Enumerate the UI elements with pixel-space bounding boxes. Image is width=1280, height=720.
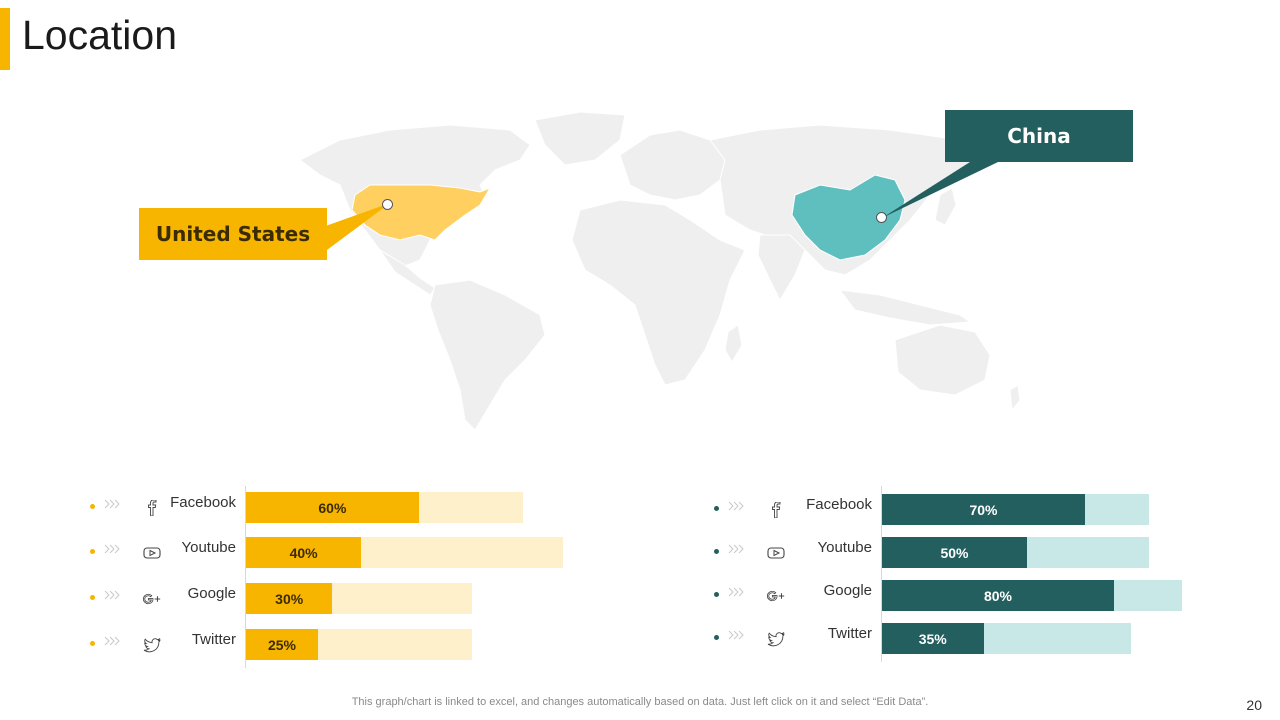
- bullet-dot: [714, 506, 719, 511]
- greenland-landmass: [534, 111, 626, 166]
- china-shape: [791, 174, 906, 261]
- chevrons-icon: [104, 543, 122, 558]
- japan-landmass: [934, 187, 957, 226]
- right-chart-axis: [881, 486, 882, 662]
- bullet-dot: [90, 504, 95, 509]
- bullet-dot: [714, 549, 719, 554]
- stat-label: Google: [187, 585, 236, 602]
- new-zealand-landmass: [1009, 384, 1021, 412]
- india-landmass: [757, 234, 806, 302]
- google-plus-icon: [766, 586, 786, 606]
- bar-fill[interactable]: 50%: [882, 537, 1027, 568]
- chevrons-icon: [104, 589, 122, 604]
- bar-fill[interactable]: 35%: [882, 623, 984, 654]
- youtube-icon: [766, 543, 786, 563]
- china-callout: China: [945, 110, 1133, 162]
- chevrons-icon: [104, 498, 122, 513]
- stat-label: Facebook: [170, 494, 236, 511]
- chevrons-icon: [728, 543, 746, 558]
- chevrons-icon: [104, 635, 122, 650]
- bar-track: 30%: [246, 583, 472, 614]
- us-callout-label: United States: [155, 222, 311, 246]
- twitter-icon: [766, 629, 786, 649]
- bar-track: 40%: [246, 537, 563, 568]
- stat-row-google: Google: [714, 580, 872, 612]
- bar-fill[interactable]: 80%: [882, 580, 1114, 611]
- world-map: [299, 111, 1021, 431]
- bar-track: 80%: [882, 580, 1182, 611]
- south-america-landmass: [429, 279, 546, 431]
- chevrons-icon: [728, 586, 746, 601]
- stat-row-facebook: Facebook: [90, 492, 236, 524]
- google-plus-icon: [142, 589, 162, 609]
- europe-landmass: [619, 129, 726, 201]
- bar-fill[interactable]: 30%: [246, 583, 333, 614]
- stat-row-youtube: Youtube: [90, 537, 236, 569]
- madagascar-landmass: [724, 324, 743, 363]
- bullet-dot: [714, 592, 719, 597]
- stat-label: Facebook: [806, 496, 872, 513]
- stat-row-facebook: Facebook: [714, 494, 872, 526]
- stat-label: Youtube: [181, 539, 236, 556]
- twitter-icon: [142, 635, 162, 655]
- bullet-dot: [90, 595, 95, 600]
- bar-fill[interactable]: 60%: [246, 492, 419, 523]
- central-america-landmass: [379, 249, 436, 296]
- stat-label: Youtube: [817, 539, 872, 556]
- bar-track: 60%: [246, 492, 524, 523]
- stat-row-youtube: Youtube: [714, 537, 872, 569]
- us-location-pin[interactable]: [382, 199, 393, 210]
- chevrons-icon: [728, 629, 746, 644]
- us-callout-pointer: [320, 203, 390, 250]
- united-states-shape: [351, 184, 492, 241]
- stat-row-google: Google: [90, 583, 236, 615]
- us-callout: United States: [139, 208, 327, 260]
- left-chart-axis: [245, 486, 246, 668]
- stat-row-twitter: Twitter: [714, 623, 872, 655]
- footnote: This graph/chart is linked to excel, and…: [351, 696, 929, 708]
- stat-label: Twitter: [191, 631, 236, 648]
- facebook-icon: [766, 500, 786, 520]
- china-callout-pointer: [882, 162, 998, 218]
- bar-fill[interactable]: 70%: [882, 494, 1085, 525]
- bar-track: 35%: [882, 623, 1131, 654]
- australia-landmass: [894, 324, 991, 396]
- page-number: 20: [1246, 697, 1262, 713]
- stat-label: Twitter: [827, 625, 872, 642]
- bar-fill[interactable]: 25%: [246, 629, 318, 660]
- bullet-dot: [90, 641, 95, 646]
- youtube-icon: [142, 543, 162, 563]
- africa-landmass: [571, 199, 746, 386]
- page-title: Location: [22, 12, 178, 58]
- title-accent-bar: [0, 8, 10, 70]
- southeast-asia-islands: [838, 289, 972, 326]
- facebook-icon: [142, 498, 162, 518]
- chevrons-icon: [728, 500, 746, 515]
- bar-track: 25%: [246, 629, 472, 660]
- china-callout-label: China: [1007, 124, 1071, 148]
- bullet-dot: [90, 549, 95, 554]
- bar-fill[interactable]: 40%: [246, 537, 362, 568]
- bar-track: 50%: [882, 537, 1149, 568]
- stat-label: Google: [823, 582, 872, 599]
- stat-row-twitter: Twitter: [90, 629, 236, 661]
- bar-track: 70%: [882, 494, 1149, 525]
- bullet-dot: [714, 635, 719, 640]
- china-location-pin[interactable]: [876, 212, 887, 223]
